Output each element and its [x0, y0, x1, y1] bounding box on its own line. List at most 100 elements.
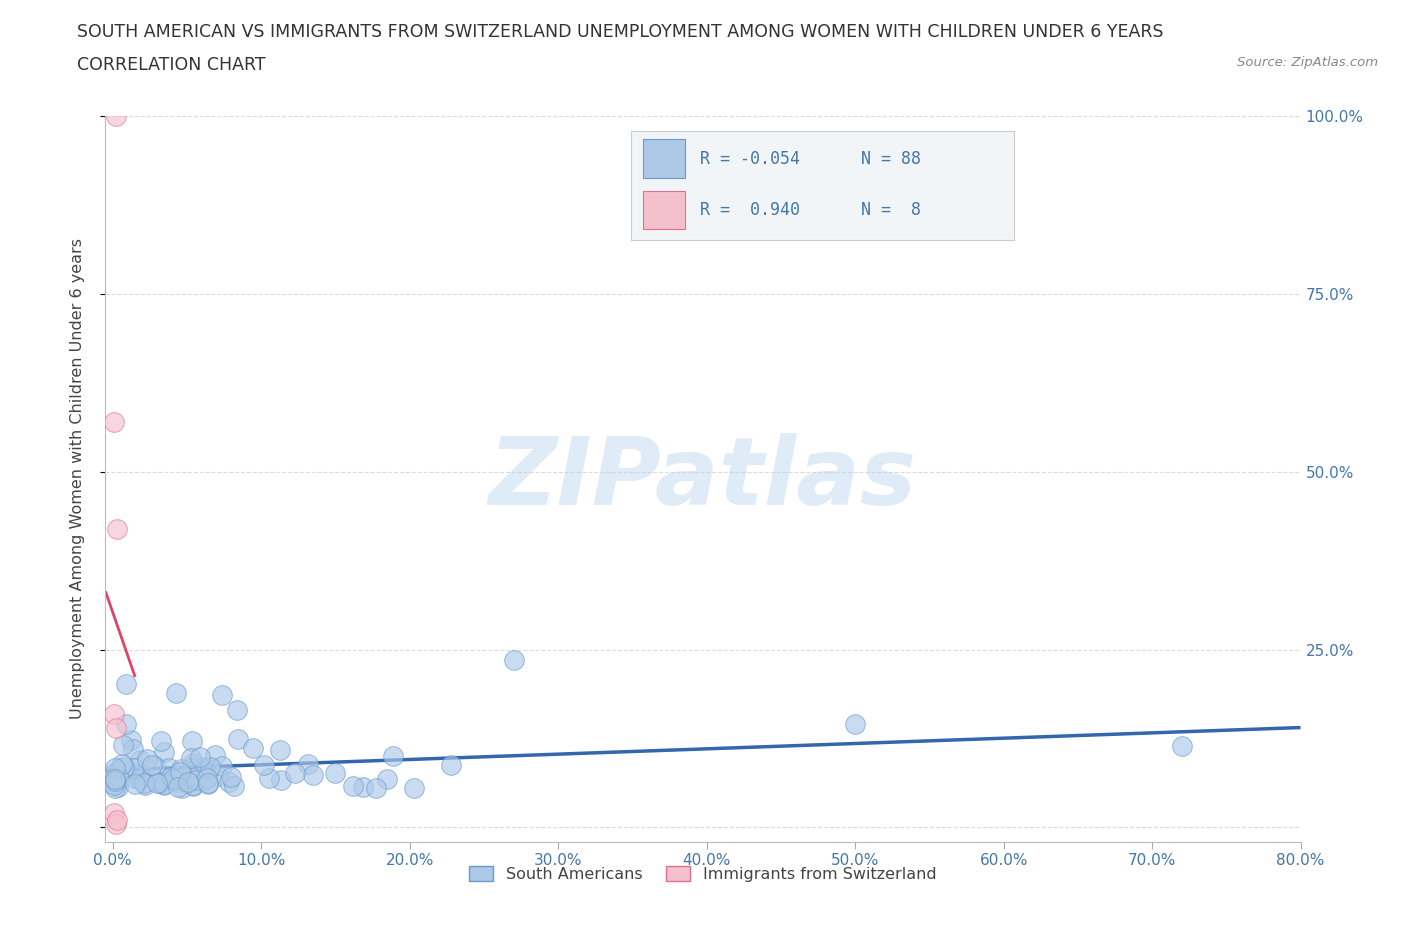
Point: [193, 760, 215, 775]
Point: [211, 759, 233, 774]
Point: [301, 768, 323, 783]
Point: [134, 776, 156, 790]
Point: [162, 771, 184, 786]
Point: [170, 762, 193, 777]
Point: [121, 741, 143, 756]
Point: [124, 771, 146, 786]
Point: [104, 761, 127, 776]
Point: [114, 717, 136, 732]
Point: [342, 779, 364, 794]
Point: [197, 762, 219, 777]
Point: [152, 744, 174, 759]
Point: [107, 779, 129, 794]
Point: [218, 775, 240, 790]
Point: [375, 771, 398, 786]
Point: [111, 756, 134, 771]
Point: [183, 777, 205, 792]
Point: [179, 769, 201, 784]
Point: [169, 764, 191, 779]
Point: [226, 702, 249, 717]
Point: [257, 770, 280, 785]
Text: Source: ZipAtlas.com: Source: ZipAtlas.com: [1237, 56, 1378, 69]
Point: [270, 773, 292, 788]
Point: [180, 761, 202, 776]
Point: [166, 779, 188, 794]
Point: [211, 688, 233, 703]
Point: [159, 770, 181, 785]
Point: [219, 770, 242, 785]
Point: [165, 771, 187, 786]
Point: [143, 758, 166, 773]
Point: [157, 761, 180, 776]
Point: [440, 758, 463, 773]
Point: [197, 770, 219, 785]
Point: [104, 780, 127, 795]
Point: [108, 761, 131, 776]
Text: ZIPatlas: ZIPatlas: [489, 433, 917, 525]
Point: [104, 774, 127, 789]
Point: [224, 778, 246, 793]
Point: [404, 780, 426, 795]
Point: [502, 653, 524, 668]
Point: [180, 751, 202, 766]
Point: [120, 732, 142, 747]
Point: [180, 734, 202, 749]
Point: [844, 717, 866, 732]
Point: [188, 750, 211, 764]
Point: [112, 760, 135, 775]
Text: SOUTH AMERICAN VS IMMIGRANTS FROM SWITZERLAND UNEMPLOYMENT AMONG WOMEN WITH CHIL: SOUTH AMERICAN VS IMMIGRANTS FROM SWITZE…: [77, 23, 1164, 41]
Point: [153, 777, 176, 792]
Point: [148, 776, 170, 790]
Point: [165, 685, 187, 700]
Point: [103, 777, 125, 792]
Point: [108, 770, 131, 785]
Point: [132, 768, 155, 783]
Point: [193, 773, 215, 788]
Point: [105, 522, 128, 537]
Point: [242, 740, 264, 755]
Point: [152, 777, 174, 791]
Point: [103, 765, 125, 780]
Point: [323, 765, 346, 780]
Point: [167, 775, 190, 790]
Point: [297, 756, 319, 771]
Point: [103, 706, 125, 721]
Point: [136, 751, 159, 766]
Point: [111, 737, 134, 752]
Point: [103, 805, 125, 820]
Point: [197, 776, 219, 790]
Point: [141, 758, 163, 773]
Point: [364, 780, 387, 795]
Point: [181, 755, 204, 770]
Point: [204, 748, 226, 763]
Legend: South Americans, Immigrants from Switzerland: South Americans, Immigrants from Switzer…: [463, 859, 943, 888]
Point: [104, 817, 127, 831]
Point: [226, 732, 249, 747]
Point: [105, 813, 128, 828]
Point: [124, 777, 146, 791]
Point: [181, 778, 204, 793]
Point: [134, 777, 156, 792]
Point: [207, 769, 229, 784]
Point: [150, 734, 173, 749]
Point: [104, 771, 127, 786]
Point: [177, 775, 200, 790]
Point: [129, 769, 152, 784]
Point: [114, 677, 136, 692]
Point: [186, 773, 208, 788]
Point: [128, 771, 150, 786]
Point: [1171, 738, 1194, 753]
Point: [197, 777, 219, 791]
Point: [269, 742, 291, 757]
Point: [145, 776, 167, 790]
Point: [253, 758, 276, 773]
Point: [284, 765, 307, 780]
Point: [198, 760, 221, 775]
Point: [104, 721, 127, 736]
Point: [128, 766, 150, 781]
Text: CORRELATION CHART: CORRELATION CHART: [77, 56, 266, 73]
Point: [122, 761, 145, 776]
Point: [103, 415, 125, 430]
Point: [170, 781, 193, 796]
Point: [149, 775, 172, 790]
